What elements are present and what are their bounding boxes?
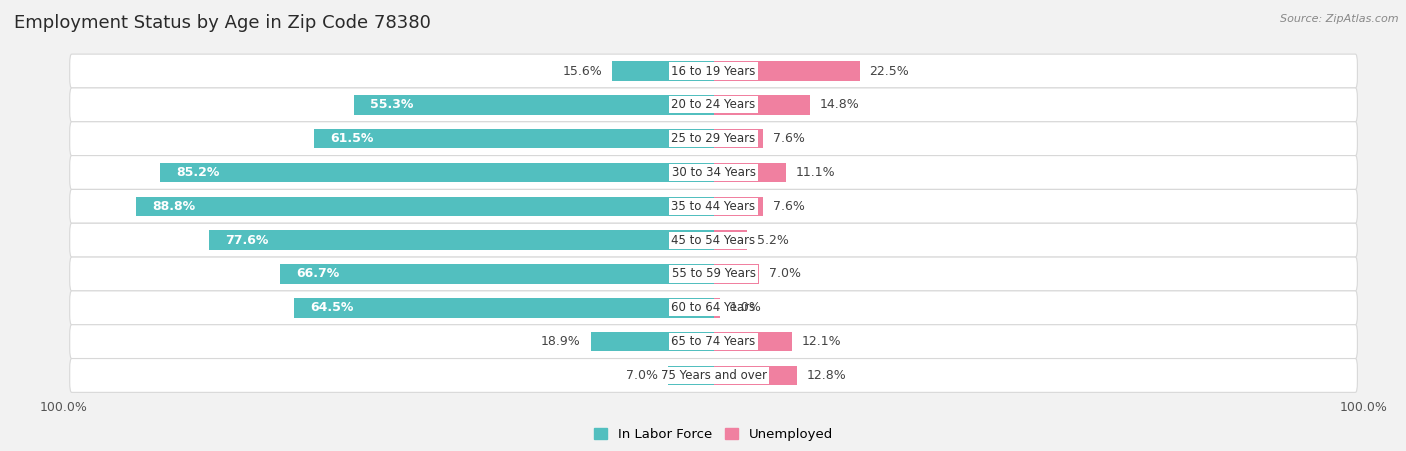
FancyBboxPatch shape	[70, 359, 1357, 392]
Text: 16 to 19 Years: 16 to 19 Years	[671, 64, 756, 78]
Bar	[713, 366, 797, 385]
Bar	[713, 129, 763, 148]
Bar	[713, 61, 860, 81]
FancyBboxPatch shape	[70, 189, 1357, 223]
FancyBboxPatch shape	[70, 325, 1357, 359]
Text: 55.3%: 55.3%	[370, 98, 413, 111]
Bar	[136, 197, 713, 216]
Bar	[612, 61, 713, 81]
Text: 1.0%: 1.0%	[730, 301, 762, 314]
Text: 5.2%: 5.2%	[756, 234, 789, 247]
Text: 45 to 54 Years: 45 to 54 Years	[672, 234, 755, 247]
Bar	[591, 332, 713, 351]
Text: 11.1%: 11.1%	[796, 166, 835, 179]
FancyBboxPatch shape	[70, 156, 1357, 189]
Text: 65 to 74 Years: 65 to 74 Years	[672, 335, 755, 348]
Text: 60 to 64 Years: 60 to 64 Years	[672, 301, 755, 314]
Bar	[354, 95, 713, 115]
FancyBboxPatch shape	[70, 291, 1357, 325]
Text: 85.2%: 85.2%	[176, 166, 219, 179]
FancyBboxPatch shape	[70, 257, 1357, 291]
Bar	[713, 264, 759, 284]
Text: 75 Years and over: 75 Years and over	[661, 369, 766, 382]
Legend: In Labor Force, Unemployed: In Labor Force, Unemployed	[589, 423, 838, 446]
Bar	[668, 366, 713, 385]
Bar	[209, 230, 713, 250]
Text: 88.8%: 88.8%	[152, 200, 195, 213]
Text: 7.0%: 7.0%	[626, 369, 658, 382]
Bar	[294, 298, 713, 318]
Text: Source: ZipAtlas.com: Source: ZipAtlas.com	[1281, 14, 1399, 23]
Bar	[713, 298, 720, 318]
Text: 14.8%: 14.8%	[820, 98, 859, 111]
Text: 77.6%: 77.6%	[225, 234, 269, 247]
Text: 35 to 44 Years: 35 to 44 Years	[672, 200, 755, 213]
Bar	[713, 332, 792, 351]
Bar	[159, 163, 713, 182]
Text: 64.5%: 64.5%	[311, 301, 354, 314]
Bar	[280, 264, 713, 284]
FancyBboxPatch shape	[70, 122, 1357, 156]
FancyBboxPatch shape	[70, 88, 1357, 122]
Text: Employment Status by Age in Zip Code 78380: Employment Status by Age in Zip Code 783…	[14, 14, 430, 32]
Text: 61.5%: 61.5%	[330, 132, 373, 145]
Text: 30 to 34 Years: 30 to 34 Years	[672, 166, 755, 179]
Bar	[713, 95, 810, 115]
Bar	[713, 230, 748, 250]
Text: 7.0%: 7.0%	[769, 267, 801, 281]
Text: 25 to 29 Years: 25 to 29 Years	[672, 132, 755, 145]
Bar	[314, 129, 713, 148]
Text: 7.6%: 7.6%	[773, 132, 804, 145]
Text: 66.7%: 66.7%	[297, 267, 339, 281]
Text: 22.5%: 22.5%	[869, 64, 910, 78]
Text: 20 to 24 Years: 20 to 24 Years	[672, 98, 755, 111]
Bar	[713, 197, 763, 216]
Text: 7.6%: 7.6%	[773, 200, 804, 213]
FancyBboxPatch shape	[70, 54, 1357, 88]
FancyBboxPatch shape	[70, 223, 1357, 257]
Text: 12.1%: 12.1%	[801, 335, 842, 348]
Text: 18.9%: 18.9%	[541, 335, 581, 348]
Text: 15.6%: 15.6%	[562, 64, 602, 78]
Text: 55 to 59 Years: 55 to 59 Years	[672, 267, 755, 281]
Text: 12.8%: 12.8%	[807, 369, 846, 382]
Bar	[713, 163, 786, 182]
